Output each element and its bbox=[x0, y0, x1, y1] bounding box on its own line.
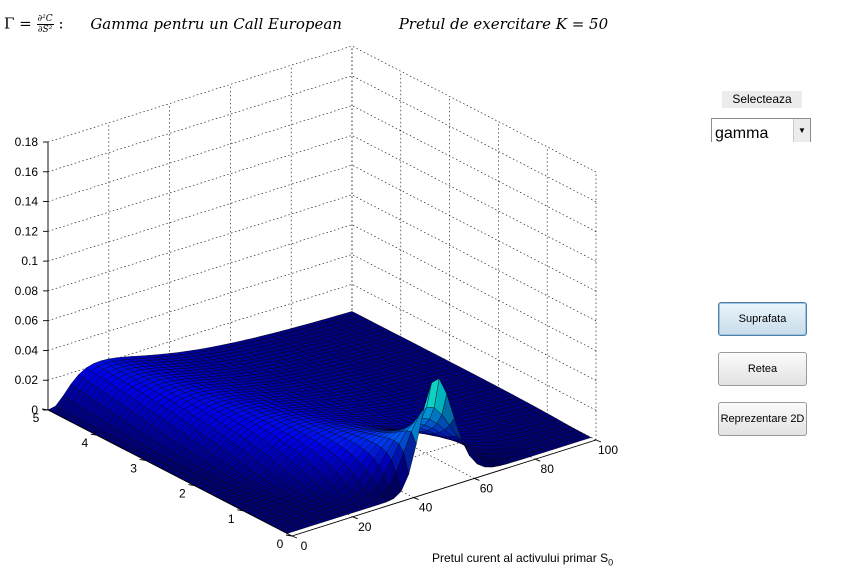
axis-line bbox=[47, 409, 293, 537]
back-grid-line-z bbox=[47, 45, 353, 143]
z-tick-label: 0.14 bbox=[15, 195, 39, 209]
x-tick-label: 0 bbox=[301, 539, 308, 553]
z-tick-label: 0.04 bbox=[15, 343, 39, 357]
z-tick-label: 0.08 bbox=[15, 284, 39, 298]
x-tick-mark bbox=[291, 535, 298, 539]
z-tick-label: 0.16 bbox=[15, 165, 39, 179]
x-tick-label: 60 bbox=[480, 481, 494, 495]
z-tick-label: 0.1 bbox=[21, 254, 38, 268]
fraction-numerator: ∂²C bbox=[36, 14, 54, 25]
x-tick-mark bbox=[474, 477, 480, 481]
select-label: Selecteaza bbox=[722, 91, 802, 108]
x-tick-label: 100 bbox=[598, 443, 618, 457]
fraction-denominator: ∂S² bbox=[37, 25, 53, 35]
z-tick-label: 0.18 bbox=[15, 135, 39, 149]
title-strike-label: Pretul de exercitare K = 50 bbox=[398, 14, 609, 33]
surface-button[interactable]: Suprafata bbox=[718, 302, 807, 336]
gamma-surface bbox=[47, 311, 592, 534]
axis-line bbox=[291, 439, 597, 537]
x-tick-mark bbox=[535, 458, 541, 462]
z-tick-label: 0.12 bbox=[15, 224, 39, 238]
gamma-fraction: ∂²C ∂S² bbox=[36, 14, 54, 35]
x-tick-mark bbox=[595, 439, 602, 443]
chart-title: Γ = ∂²C ∂S² : Gamma pentru un Call Europe… bbox=[4, 14, 704, 48]
back-grid-line-z bbox=[47, 75, 353, 173]
y-tick-mark bbox=[90, 433, 97, 436]
title-colon: : bbox=[58, 14, 64, 33]
z-tick-label: 0 bbox=[31, 403, 38, 417]
gamma-symbol: Γ = bbox=[4, 14, 32, 33]
y-tick-label: 3 bbox=[130, 461, 137, 475]
mesh-button[interactable]: Retea bbox=[718, 352, 807, 386]
x-tick-mark bbox=[413, 497, 419, 501]
dropdown-arrow-icon[interactable]: ▼ bbox=[793, 119, 810, 142]
side-wall bbox=[352, 46, 596, 440]
x-tick-label: 40 bbox=[419, 501, 433, 515]
y-tick-label: 4 bbox=[81, 436, 88, 450]
x-axis-label: Pretul curent al activului primar S0 bbox=[432, 551, 613, 567]
y-tick-mark bbox=[285, 534, 293, 537]
side-grid-line-z bbox=[351, 224, 597, 351]
plot-2d-button[interactable]: Reprezentare 2D bbox=[718, 402, 807, 436]
back-grid-line-z bbox=[47, 224, 353, 321]
title-description: Gamma pentru un Call European bbox=[90, 14, 342, 33]
back-wall bbox=[48, 46, 352, 410]
y-tick-label: 2 bbox=[179, 487, 186, 501]
select-value: gamma bbox=[715, 125, 769, 142]
side-grid-line-z bbox=[351, 254, 597, 381]
tick-labels: 02040608010001234500.020.040.060.080.10.… bbox=[15, 135, 619, 553]
back-grid-line-z bbox=[47, 135, 353, 232]
side-grid-line-z bbox=[351, 75, 597, 203]
y-tick-label: 0 bbox=[277, 537, 284, 551]
x-axis-label-text: Pretul curent al activului primar S bbox=[432, 551, 609, 565]
side-grid-line-z bbox=[351, 105, 597, 232]
x-tick-label: 80 bbox=[541, 462, 555, 476]
side-grid-line-z bbox=[351, 135, 597, 262]
back-grid-line-z bbox=[47, 194, 353, 292]
y-tick-label: 1 bbox=[228, 512, 235, 526]
side-grid-line-z bbox=[351, 283, 597, 411]
z-tick-label: 0.06 bbox=[15, 314, 39, 328]
side-grid-line-z bbox=[351, 164, 597, 292]
function-select[interactable]: gamma ▼ bbox=[711, 118, 811, 142]
y-tick-mark bbox=[139, 458, 146, 461]
x-tick-label: 20 bbox=[358, 520, 372, 534]
x-tick-mark bbox=[352, 516, 358, 520]
axes-frame bbox=[47, 142, 597, 537]
z-tick-label: 0.02 bbox=[15, 373, 39, 387]
x-axis-label-subscript: 0 bbox=[608, 557, 614, 568]
back-grid-line-z bbox=[47, 254, 353, 351]
side-grid-line-z bbox=[351, 45, 597, 173]
y-tick-mark bbox=[237, 509, 244, 512]
side-grid-line-z bbox=[351, 194, 597, 322]
back-grid-line-z bbox=[47, 164, 353, 262]
back-grid-line-z bbox=[47, 105, 353, 202]
y-tick-mark bbox=[188, 484, 195, 487]
y-tick-label: 5 bbox=[33, 411, 40, 425]
